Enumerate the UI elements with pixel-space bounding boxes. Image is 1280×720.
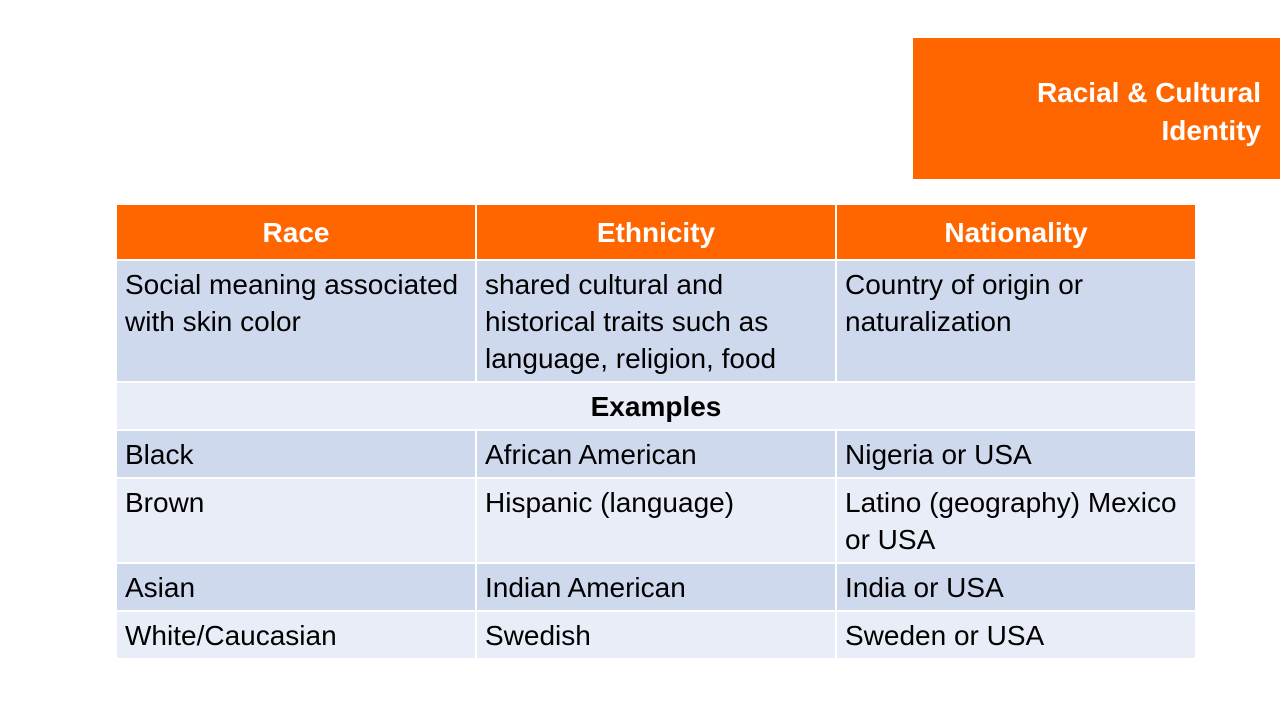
cell-nationality: India or USA [835, 562, 1197, 612]
cell-ethnicity: Indian American [475, 562, 837, 612]
header-ethnicity: Ethnicity [475, 203, 837, 261]
definition-race: Social meaning associated with skin colo… [115, 259, 477, 383]
cell-race: Asian [115, 562, 477, 612]
cell-race: Black [115, 429, 477, 479]
slide-title-line-2: Identity [1161, 115, 1261, 146]
cell-nationality: Nigeria or USA [835, 429, 1197, 479]
table-row: Black African American Nigeria or USA [115, 429, 1197, 479]
definition-ethnicity: shared cultural and historical traits su… [475, 259, 837, 383]
table-row: Asian Indian American India or USA [115, 562, 1197, 612]
cell-race: White/Caucasian [115, 610, 477, 660]
slide-title-line-1: Racial & Cultural [1036, 77, 1261, 108]
cell-ethnicity: African American [475, 429, 837, 479]
examples-label: Examples [115, 381, 1197, 431]
table-row: White/Caucasian Swedish Sweden or USA [115, 610, 1197, 660]
definition-nationality: Country of origin or naturalization [835, 259, 1197, 383]
table-header-row: Race Ethnicity Nationality [115, 203, 1197, 261]
header-nationality: Nationality [835, 203, 1197, 261]
slide-title-box: Racial & Cultural Identity [913, 38, 1280, 179]
header-race: Race [115, 203, 477, 261]
cell-ethnicity: Hispanic (language) [475, 477, 837, 564]
cell-race: Brown [115, 477, 477, 564]
definition-row: Social meaning associated with skin colo… [115, 259, 1197, 383]
identity-table: Race Ethnicity Nationality Social meanin… [115, 203, 1197, 660]
cell-nationality: Sweden or USA [835, 610, 1197, 660]
cell-ethnicity: Swedish [475, 610, 837, 660]
table-row: Brown Hispanic (language) Latino (geogra… [115, 477, 1197, 564]
examples-row: Examples [115, 381, 1197, 431]
cell-nationality: Latino (geography) Mexico or USA [835, 477, 1197, 564]
